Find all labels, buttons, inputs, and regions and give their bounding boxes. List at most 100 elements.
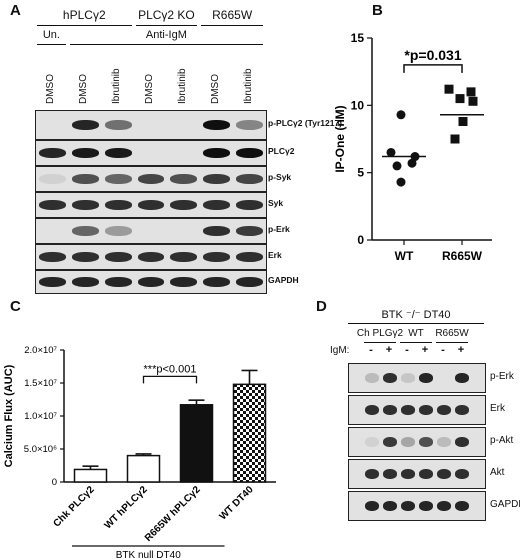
blot-label: p-Erk — [490, 371, 514, 382]
blot-band — [39, 277, 66, 287]
blot-band — [170, 252, 198, 262]
blot-band — [71, 174, 99, 184]
blot-band — [383, 501, 397, 511]
blot-strip — [35, 192, 267, 218]
blot-band — [236, 226, 263, 236]
group-underline — [400, 342, 432, 343]
blot-band — [71, 148, 99, 158]
group-underline — [436, 342, 468, 343]
blot-band — [104, 174, 132, 184]
blot-band — [170, 277, 198, 287]
x-tick-label: R665W hPLCγ2 — [143, 484, 203, 544]
igm-label: IgM: — [330, 345, 350, 356]
y-axis-title: Calcium Flux (AUC) — [3, 364, 15, 467]
blot-band — [203, 252, 231, 262]
significance-bracket — [142, 375, 198, 384]
blot-band — [419, 405, 433, 415]
group-label: PLCγ2 KO — [138, 8, 195, 22]
blot-band — [71, 226, 99, 236]
blot-label: GAPDH — [268, 275, 299, 285]
blot-band — [236, 200, 263, 210]
blot-band — [455, 469, 469, 479]
data-point-r665w — [444, 84, 454, 94]
igm-sign: + — [385, 344, 393, 356]
blot-band — [455, 405, 469, 415]
blot-strip — [35, 270, 267, 294]
data-point-wt — [396, 110, 406, 120]
lane-label: DMSO — [45, 74, 57, 104]
blot-band — [455, 501, 469, 511]
group-label: R665W — [435, 328, 469, 339]
lane-label: DMSO — [209, 74, 221, 104]
blot-band — [455, 437, 469, 447]
blot-band — [236, 174, 263, 184]
blot-band — [137, 174, 165, 184]
x-tick-label: WT hPLCγ2 — [103, 484, 150, 531]
blot-band — [39, 200, 66, 210]
panel-c-label: C — [10, 298, 21, 315]
significance-label: *p=0.031 — [404, 47, 461, 63]
panel-b-scatter-chart: 0 5 10 15 IP-One (nM) WT R665W *p=0.031 — [333, 31, 492, 263]
blot-label: p-Akt — [490, 435, 514, 446]
y-tick-label: 2.0×10⁷ — [24, 345, 57, 356]
blot-band — [437, 437, 451, 447]
data-point-r665w — [455, 94, 465, 104]
blot-label: Syk — [268, 198, 284, 208]
blot-band — [203, 120, 231, 130]
blot-band — [104, 120, 132, 130]
blot-band — [71, 277, 99, 287]
anti-igm-label: Anti-IgM — [145, 29, 187, 41]
blot-band — [383, 469, 397, 479]
x-tick-label: Chk PLCγ2 — [52, 484, 97, 529]
blot-band — [401, 437, 415, 447]
lane-label: Ibrutinib — [176, 68, 188, 104]
blot-band — [104, 226, 132, 236]
blot-label: p-Erk — [268, 224, 290, 234]
blot-strip — [348, 363, 486, 393]
bar — [232, 383, 267, 483]
y-tick-label: 15 — [351, 31, 365, 45]
data-point-r665w — [468, 96, 478, 106]
igm-sign: - — [405, 344, 409, 356]
blot-band — [203, 148, 231, 158]
blot-band — [137, 200, 165, 210]
blot-band — [365, 373, 379, 383]
blot-band — [419, 437, 433, 447]
blot-label: Akt — [490, 467, 505, 478]
blot-band — [137, 277, 165, 287]
panel-c-bar-chart: 0 5.0×10⁶ 1.0×10⁷ 1.5×10⁷ 2.0×10⁷ Calcium Flu… — [3, 345, 276, 560]
blot-band — [104, 252, 132, 262]
blot-band — [437, 469, 451, 479]
blot-label: Erk — [268, 250, 282, 260]
blot-band — [383, 405, 397, 415]
blot-band — [71, 252, 99, 262]
lane-label: Ibrutinib — [111, 68, 123, 104]
blot-band — [401, 469, 415, 479]
data-point-wt — [396, 177, 406, 187]
x-tick-label: WT DT40 — [218, 484, 256, 522]
blot-band — [236, 252, 263, 262]
blot-band — [236, 148, 263, 158]
blot-band — [365, 405, 379, 415]
blot-band — [203, 277, 231, 287]
group-label: WT — [408, 328, 424, 339]
data-point-r665w — [466, 87, 476, 97]
data-point-wt — [392, 161, 402, 171]
anti-igm-underline — [69, 44, 263, 45]
group-label: R665W — [212, 8, 253, 22]
data-point-wt — [386, 147, 396, 157]
blot-label: GAPDH — [490, 499, 520, 510]
group-label: hPLCγ2 — [62, 8, 106, 22]
blot-strip — [35, 140, 267, 166]
y-tick-label: 1.0×10⁷ — [24, 411, 57, 422]
blot-strip — [35, 244, 267, 270]
y-tick-label: 5 — [357, 166, 364, 180]
blot-label: PLCγ2 — [268, 146, 295, 156]
igm-sign: - — [369, 344, 373, 356]
significance-label: ***p<0.001 — [144, 363, 197, 375]
group-underline — [37, 25, 132, 26]
blot-strip — [348, 395, 486, 425]
blot-band — [170, 200, 198, 210]
y-tick-label: 0 — [52, 477, 57, 488]
blot-band — [419, 373, 433, 383]
